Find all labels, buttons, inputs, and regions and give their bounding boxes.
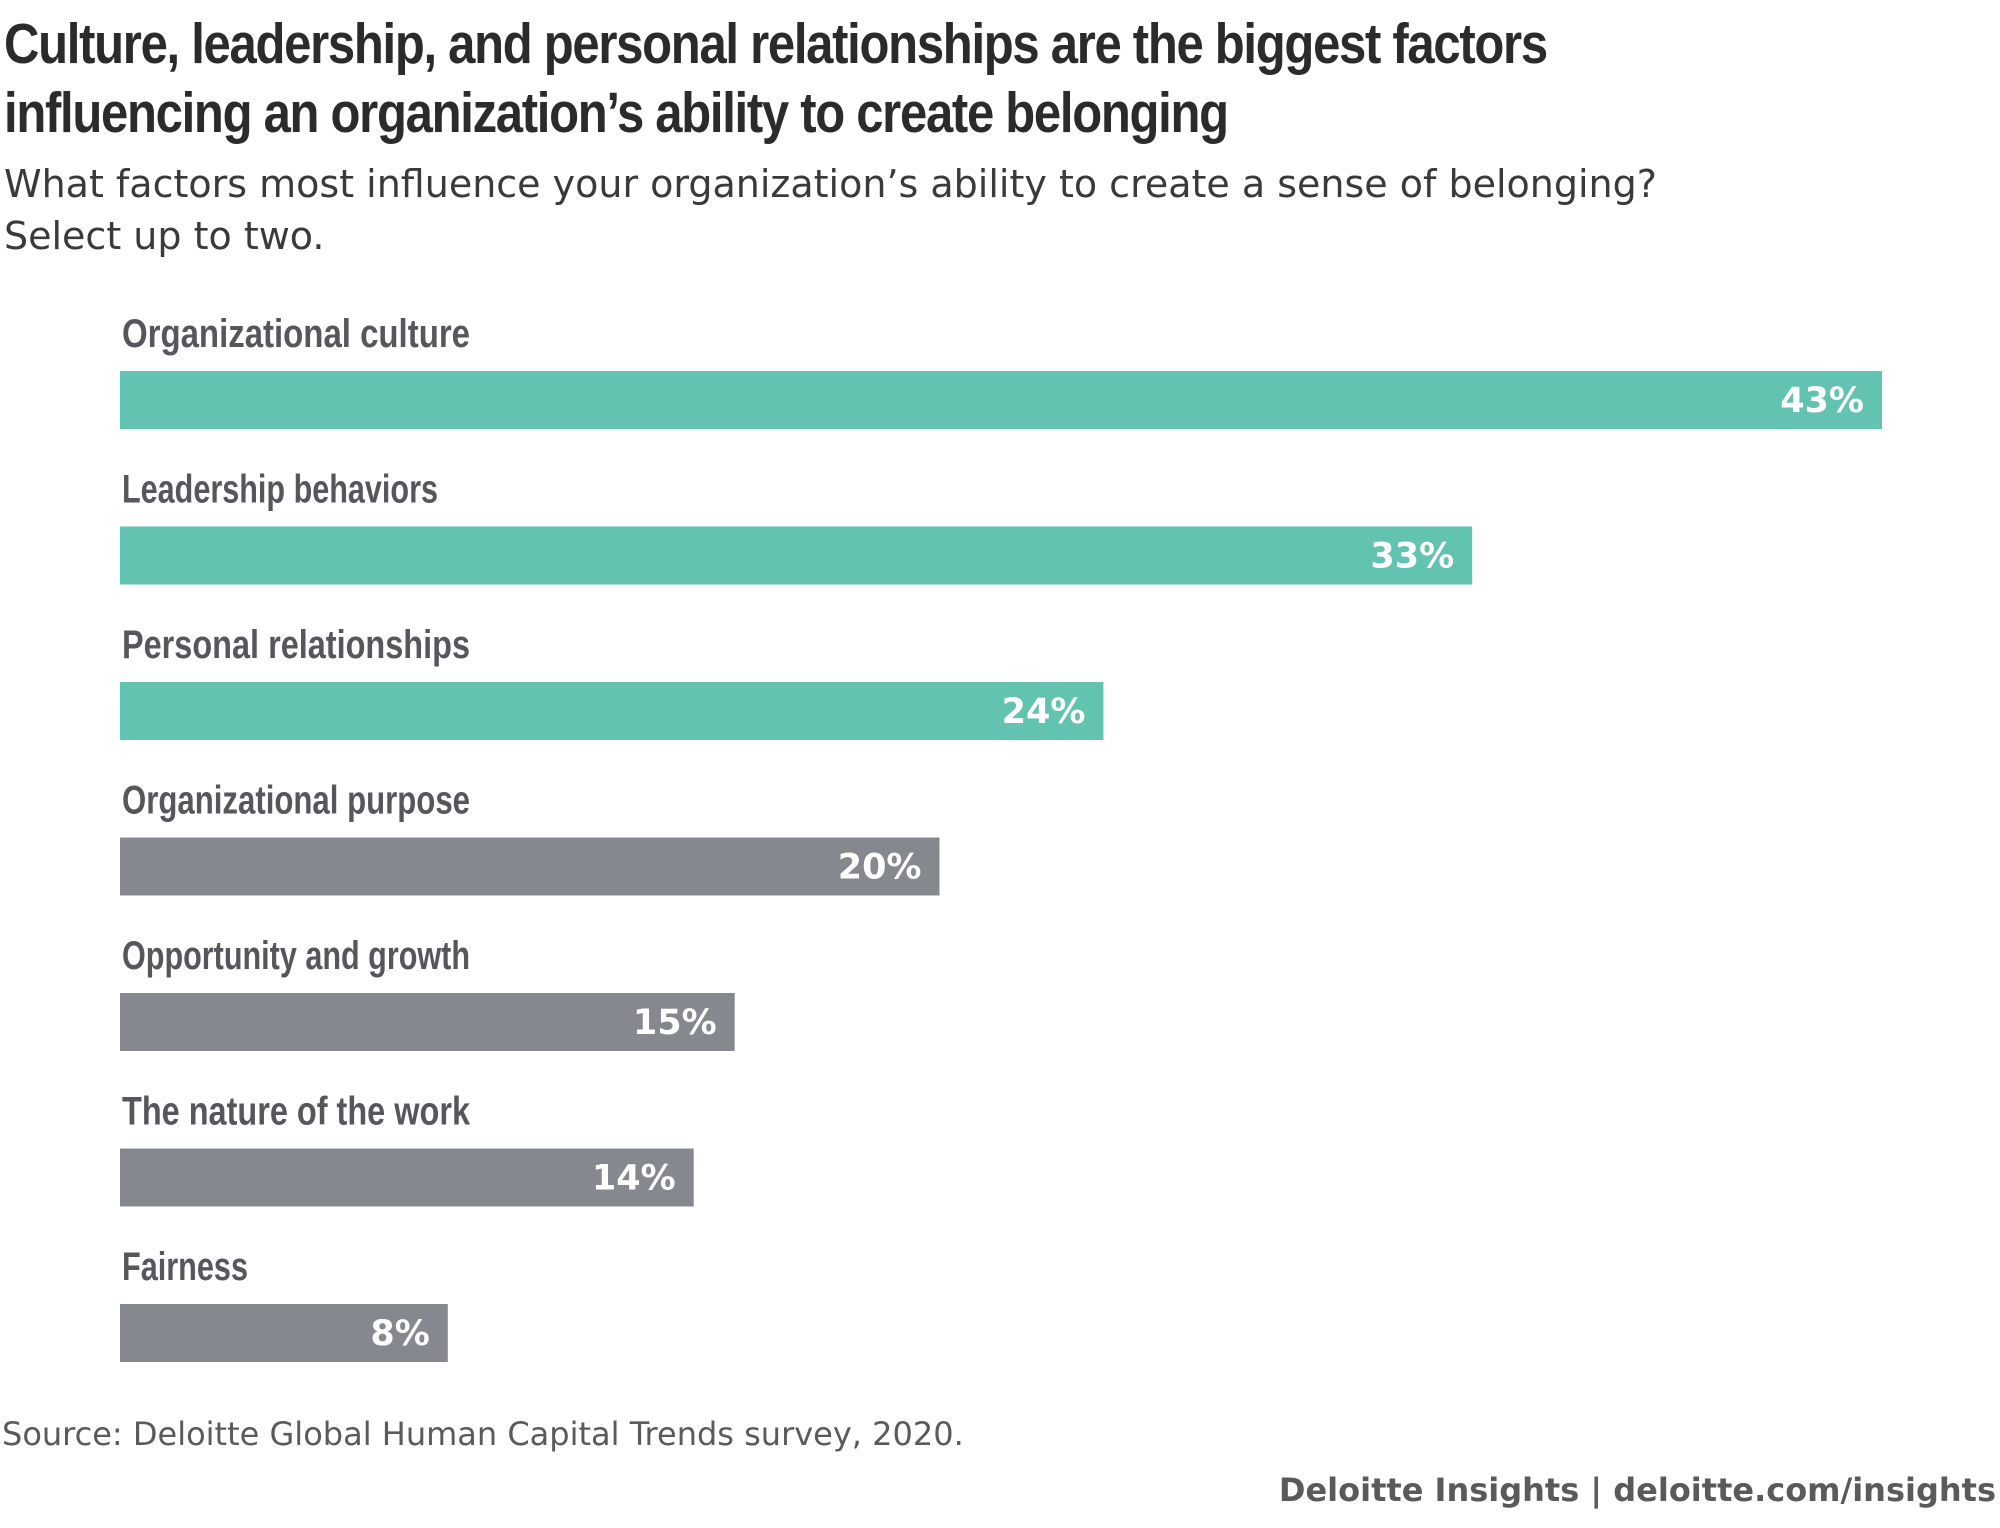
bar-value-label: 8%: [370, 1314, 429, 1354]
category-label: Organizational culture: [122, 312, 470, 356]
source-note: Source: Deloitte Global Human Capital Tr…: [2, 1415, 964, 1453]
bar: [120, 1148, 694, 1207]
bar-chart: Organizational culture 43% Leadership beha…: [120, 312, 1882, 1362]
bar: [120, 993, 735, 1051]
bar-value-label: 43%: [1780, 381, 1864, 421]
bar: [120, 1304, 448, 1362]
category-label: Personal relationships: [122, 623, 470, 667]
bar: [120, 682, 1104, 740]
chart-title: Culture, leadership, and personal relati…: [4, 10, 1638, 148]
bar-value-label: 33%: [1370, 537, 1454, 577]
chart-subtitle: What factors most influence your organiz…: [4, 158, 1804, 262]
category-label: The nature of the work: [122, 1090, 471, 1134]
bar: [120, 837, 940, 896]
bar: [120, 371, 1882, 429]
bar-value-label: 15%: [633, 1003, 717, 1043]
category-label: Fairness: [122, 1245, 248, 1289]
category-label: Organizational purpose: [122, 779, 470, 823]
category-label: Opportunity and growth: [122, 934, 470, 978]
bar-value-label: 24%: [1002, 692, 1086, 732]
bar-value-label: 14%: [592, 1159, 676, 1199]
bar: [120, 526, 1473, 585]
category-label: Leadership behaviors: [122, 468, 438, 512]
publisher-credit: Deloitte Insights | deloitte.com/insight…: [1278, 1471, 1996, 1509]
chart-subtitle-line-1: What factors most influence your organiz…: [4, 162, 1657, 206]
chart-subtitle-line-2: Select up to two.: [4, 214, 325, 258]
chart-title-line-2: influencing an organization’s ability to…: [4, 81, 1229, 145]
bar-value-label: 20%: [838, 848, 922, 888]
chart-title-line-1: Culture, leadership, and personal relati…: [4, 12, 1548, 76]
